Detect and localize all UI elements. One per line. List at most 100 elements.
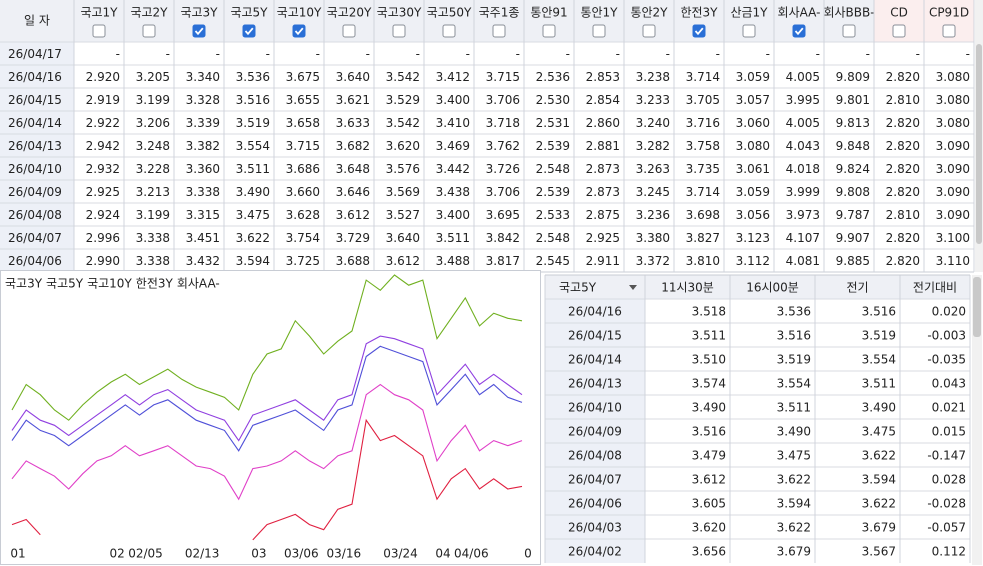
value-cell: 3.518 — [692, 305, 726, 319]
value-cell: 4.005 — [786, 70, 820, 84]
date-header: 일 자 — [24, 14, 50, 28]
value-cell: 3.554 — [777, 377, 811, 391]
value-cell: 2.854 — [586, 93, 620, 107]
value-cell: 3.475 — [862, 425, 896, 439]
value-cell: 3.660 — [286, 185, 320, 199]
value-cell: 2.881 — [586, 139, 620, 153]
value-cell: 3.536 — [236, 70, 270, 84]
value-cell: 3.706 — [486, 185, 520, 199]
legend-entry: 회사AA- — [177, 277, 220, 291]
x-tick-label: 03/16 — [327, 547, 362, 561]
value-cell: 2.853 — [586, 70, 620, 84]
value-cell: 3.622 — [862, 449, 896, 463]
checkbox[interactable] — [742, 24, 756, 38]
value-cell: 3.620 — [692, 521, 726, 535]
value-cell: 3.469 — [436, 139, 470, 153]
checkbox[interactable] — [792, 24, 806, 38]
checkbox[interactable] — [892, 24, 906, 38]
value-cell: 3.199 — [136, 208, 170, 222]
value-cell: 3.516 — [692, 425, 726, 439]
value-cell: 9.787 — [836, 208, 870, 222]
header-bg — [0, 0, 974, 42]
checkbox[interactable] — [142, 24, 156, 38]
value-cell: 3.123 — [736, 231, 770, 245]
value-cell: 9.809 — [836, 70, 870, 84]
column-header: 회사BBB- — [823, 6, 874, 20]
value-cell: 3.488 — [436, 254, 470, 268]
value-cell: 3.716 — [686, 116, 720, 130]
checkbox[interactable] — [192, 24, 206, 38]
value-cell: 3.516 — [236, 93, 270, 107]
value-cell: 2.925 — [586, 231, 620, 245]
x-tick-label: 01 — [10, 547, 25, 561]
value-cell: 3.735 — [686, 162, 720, 176]
column-header: CP91D — [929, 6, 969, 20]
scroll-thumb[interactable] — [973, 277, 981, 337]
value-cell: 3.646 — [336, 185, 370, 199]
x-tick-label: 04/06 — [454, 547, 489, 561]
value-cell: 3.536 — [777, 305, 811, 319]
value-cell: 3.090 — [936, 185, 970, 199]
checkbox[interactable] — [692, 24, 706, 38]
value-cell: 3.110 — [936, 254, 970, 268]
value-cell: 3.490 — [862, 401, 896, 415]
checkbox[interactable] — [442, 24, 456, 38]
value-cell: - — [516, 47, 520, 61]
date-cell: 26/04/17 — [8, 47, 62, 61]
dropdown[interactable] — [547, 277, 643, 297]
checkbox[interactable] — [342, 24, 356, 38]
value-cell: -0.147 — [927, 449, 966, 463]
value-cell: 3.057 — [736, 93, 770, 107]
value-cell: 3.529 — [386, 93, 420, 107]
scroll-thumb[interactable] — [976, 44, 982, 244]
value-cell: 9.813 — [836, 116, 870, 130]
date-cell: 26/04/02 — [568, 545, 622, 559]
value-cell: 3.688 — [336, 254, 370, 268]
value-cell: 3.382 — [186, 139, 220, 153]
value-cell: 3.648 — [336, 162, 370, 176]
x-tick-label: 03/06 — [284, 547, 319, 561]
x-tick-label: 0 — [524, 547, 532, 561]
value-cell: 9.801 — [836, 93, 870, 107]
column-header: 국고5Y — [230, 6, 268, 20]
value-cell: 3.438 — [436, 185, 470, 199]
checkbox[interactable] — [592, 24, 606, 38]
checkbox[interactable] — [542, 24, 556, 38]
checkbox[interactable] — [842, 24, 856, 38]
series-line — [11, 335, 523, 442]
date-cell: 26/04/16 — [8, 70, 62, 84]
value-cell: 3.542 — [386, 116, 420, 130]
legend-entry: 국고3Y — [5, 277, 43, 291]
value-cell: 3.621 — [336, 93, 370, 107]
value-cell: 3.714 — [686, 70, 720, 84]
value-cell: 9.808 — [836, 185, 870, 199]
value-cell: 3.338 — [186, 185, 220, 199]
date-cell: 26/04/15 — [8, 93, 62, 107]
date-cell: 26/04/15 — [568, 329, 622, 343]
checkbox[interactable] — [92, 24, 106, 38]
value-cell: 3.479 — [692, 449, 726, 463]
date-cell: 26/04/16 — [568, 305, 622, 319]
checkbox[interactable] — [242, 24, 256, 38]
series-line — [11, 383, 523, 501]
value-cell: -0.028 — [927, 497, 966, 511]
checkbox[interactable] — [642, 24, 656, 38]
checkbox[interactable] — [292, 24, 306, 38]
checkbox[interactable] — [942, 24, 956, 38]
value-cell: 3.715 — [486, 70, 520, 84]
value-cell: 3.554 — [862, 353, 896, 367]
legend-entry: 국고5Y — [46, 277, 84, 291]
value-cell: 3.338 — [136, 254, 170, 268]
checkbox[interactable] — [392, 24, 406, 38]
value-cell: 3.718 — [486, 116, 520, 130]
value-cell: 3.705 — [686, 93, 720, 107]
value-cell: 3.995 — [786, 93, 820, 107]
value-cell: 3.640 — [336, 70, 370, 84]
date-cell: 26/04/09 — [568, 425, 622, 439]
column-header: CD — [890, 6, 908, 20]
value-cell: 3.238 — [636, 70, 670, 84]
date-cell: 26/04/10 — [568, 401, 622, 415]
checkmark — [694, 27, 704, 36]
checkbox[interactable] — [492, 24, 506, 38]
value-cell: 2.820 — [886, 254, 920, 268]
